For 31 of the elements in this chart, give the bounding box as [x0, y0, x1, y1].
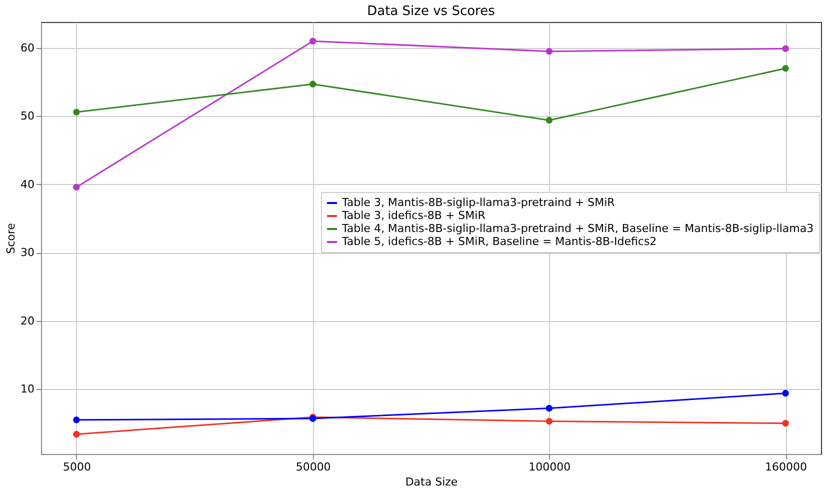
- point: [546, 418, 553, 425]
- point: [782, 390, 789, 397]
- point: [782, 420, 789, 427]
- point: [309, 80, 316, 88]
- y-tick-label: 30: [20, 246, 34, 260]
- point: [73, 108, 80, 116]
- point: [73, 416, 80, 424]
- y-tick-label: 50: [20, 110, 34, 123]
- y-tick-label: 60: [20, 41, 34, 54]
- legend-label: Table 5, idefics-8B + SMiR, Baseline = Mantis-8B-Idefics2: [341, 235, 657, 248]
- point: [782, 45, 789, 52]
- point: [73, 430, 80, 438]
- y-tick-label: 20: [20, 314, 34, 328]
- legend-label: Table 3, Mantis-8B-siglip-llama3-pretraind + SMiR: [341, 196, 616, 209]
- point: [546, 404, 553, 412]
- legend-label: Table 3, idefics-8B + SMiR: [341, 209, 486, 222]
- x-tick-label: 160000: [765, 460, 808, 474]
- point: [546, 116, 553, 124]
- legend-label: Table 4, Mantis-8B-siglip-llama3-pretraind + SMiR, Baseline = Mantis-8B-siglip-llama3: [341, 222, 814, 235]
- point: [782, 65, 789, 72]
- point: [309, 38, 316, 44]
- y-axis-title: Score: [4, 222, 18, 254]
- x-tick-label: 100000: [528, 460, 571, 474]
- x-axis-title: Data Size: [405, 476, 458, 488]
- y-tick-label: 40: [20, 178, 34, 191]
- x-tick-label: 50000: [296, 460, 331, 474]
- chart-title: Data Size vs Scores: [367, 4, 496, 19]
- x-tick-label: 5000: [62, 460, 91, 474]
- point: [73, 184, 80, 191]
- point: [546, 48, 553, 55]
- y-tick-label: 10: [20, 382, 34, 396]
